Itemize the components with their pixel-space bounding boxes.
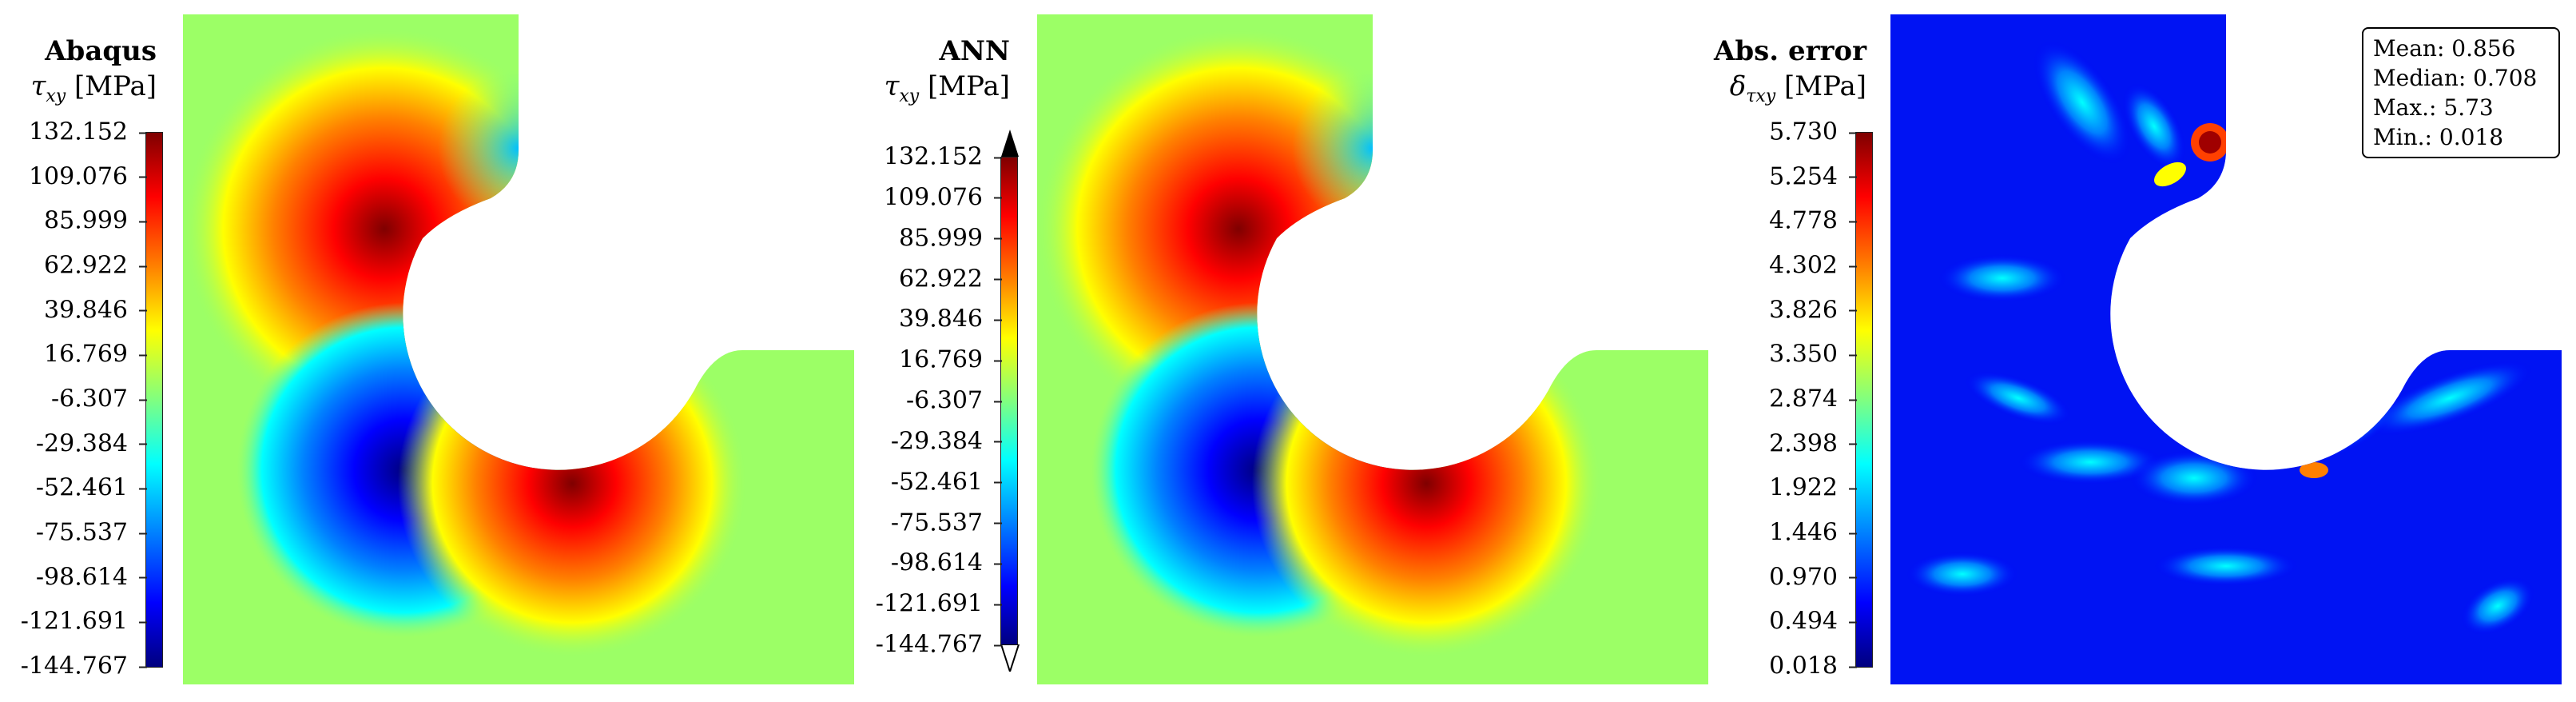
panel-title: Abs. error δτxy [MPa] xyxy=(1678,34,1866,114)
colorbar-tick-label: -121.691 xyxy=(875,589,1003,618)
colorbar-min-arrow xyxy=(1000,644,1020,672)
colorbar-tick-label: -75.537 xyxy=(35,518,148,547)
colorbar-tick-label: -144.767 xyxy=(875,630,1003,659)
colorbar-tick-label: 0.494 xyxy=(1769,607,1857,636)
colorbar-tick-label: 4.302 xyxy=(1769,251,1857,280)
colorbar-tick-label: 39.846 xyxy=(899,305,1002,333)
colorbar-tick-label: -52.461 xyxy=(890,468,1003,497)
colorbar-tick-label: 4.778 xyxy=(1769,206,1857,235)
colorbar-tick-label: -121.691 xyxy=(20,607,148,636)
panel-title: ANN τxy [MPa] xyxy=(855,34,1010,114)
colorbar-tick-label: -75.537 xyxy=(890,509,1003,536)
quantity-label: δτxy [MPa] xyxy=(1729,70,1866,106)
stress-field-abaqus xyxy=(183,14,854,684)
colorbar-tick-label: -6.307 xyxy=(905,386,1003,415)
colorbar-tick-label: 85.999 xyxy=(899,224,1002,253)
colorbar-tick-label: 0.018 xyxy=(1769,652,1857,680)
panel-title: Abaqus τxy [MPa] xyxy=(0,34,157,114)
colorbar-tick-label: -29.384 xyxy=(35,429,148,458)
colorbar-tick-label: -6.307 xyxy=(50,385,148,413)
colorbar-ticks: 132.152 109.076 85.999 62.922 39.846 16.769 -6… xyxy=(0,118,148,680)
stat-mean: Mean: 0.856 xyxy=(2373,35,2516,62)
colorbar-ticks: 132.152 109.076 85.999 62.922 39.846 16.769 -6… xyxy=(855,143,1003,659)
colorbar-tick-label: 16.769 xyxy=(44,340,147,369)
colorbar-tick-label: 3.350 xyxy=(1769,340,1857,369)
stats-box: Mean: 0.856 Median: 0.708 Max.: 5.73 Min… xyxy=(2362,27,2560,158)
colorbar-tick-label: 132.152 xyxy=(28,118,148,146)
colorbar-tick-label: 2.874 xyxy=(1769,385,1857,413)
colorbar-tick-label: 3.826 xyxy=(1769,296,1857,325)
colorbar-tick-label: -52.461 xyxy=(35,473,148,502)
colorbar-tick-label: 132.152 xyxy=(883,142,1003,171)
stat-median: Median: 0.708 xyxy=(2373,65,2538,91)
quantity-label: τxy [MPa] xyxy=(884,70,1010,106)
quantity-label: τxy [MPa] xyxy=(30,70,157,106)
colorbar-tick-label: 109.076 xyxy=(883,183,1003,212)
colorbar-max-arrow xyxy=(1001,130,1019,157)
colorbar-ticks: 5.730 5.254 4.778 4.302 3.826 3.350 2.874 2.398… xyxy=(1710,118,1857,680)
stat-min: Min.: 0.018 xyxy=(2373,124,2504,150)
colorbar-tick-label: 5.730 xyxy=(1769,118,1857,146)
colorbar xyxy=(145,132,163,668)
colorbar-tick-label: 62.922 xyxy=(44,251,147,280)
stress-field-ann xyxy=(1037,14,1708,684)
stat-max: Max.: 5.73 xyxy=(2373,94,2494,121)
colorbar-tick-label: -144.767 xyxy=(20,652,148,680)
colorbar-tick-label: -29.384 xyxy=(890,427,1003,456)
colorbar-tick-label: 5.254 xyxy=(1769,162,1857,191)
colorbar-tick-label: 62.922 xyxy=(899,265,1002,293)
colorbar xyxy=(1855,132,1873,668)
colorbar-tick-label: 1.446 xyxy=(1769,518,1857,547)
colorbar-tick-label: 0.970 xyxy=(1769,563,1857,592)
title-label: ANN xyxy=(939,35,1010,67)
colorbar-tick-label: 16.769 xyxy=(899,345,1002,374)
title-label: Abs. error xyxy=(1713,35,1866,67)
colorbar-tick-label: -98.614 xyxy=(890,548,1003,577)
colorbar xyxy=(1000,157,1018,646)
colorbar-tick-label: 39.846 xyxy=(44,296,147,325)
colorbar-tick-label: 109.076 xyxy=(28,162,148,191)
colorbar-tick-label: 2.398 xyxy=(1769,429,1857,458)
colorbar-tick-label: 1.922 xyxy=(1769,473,1857,502)
title-label: Abaqus xyxy=(45,35,157,67)
colorbar-tick-label: 85.999 xyxy=(44,206,147,235)
colorbar-tick-label: -98.614 xyxy=(35,563,148,592)
